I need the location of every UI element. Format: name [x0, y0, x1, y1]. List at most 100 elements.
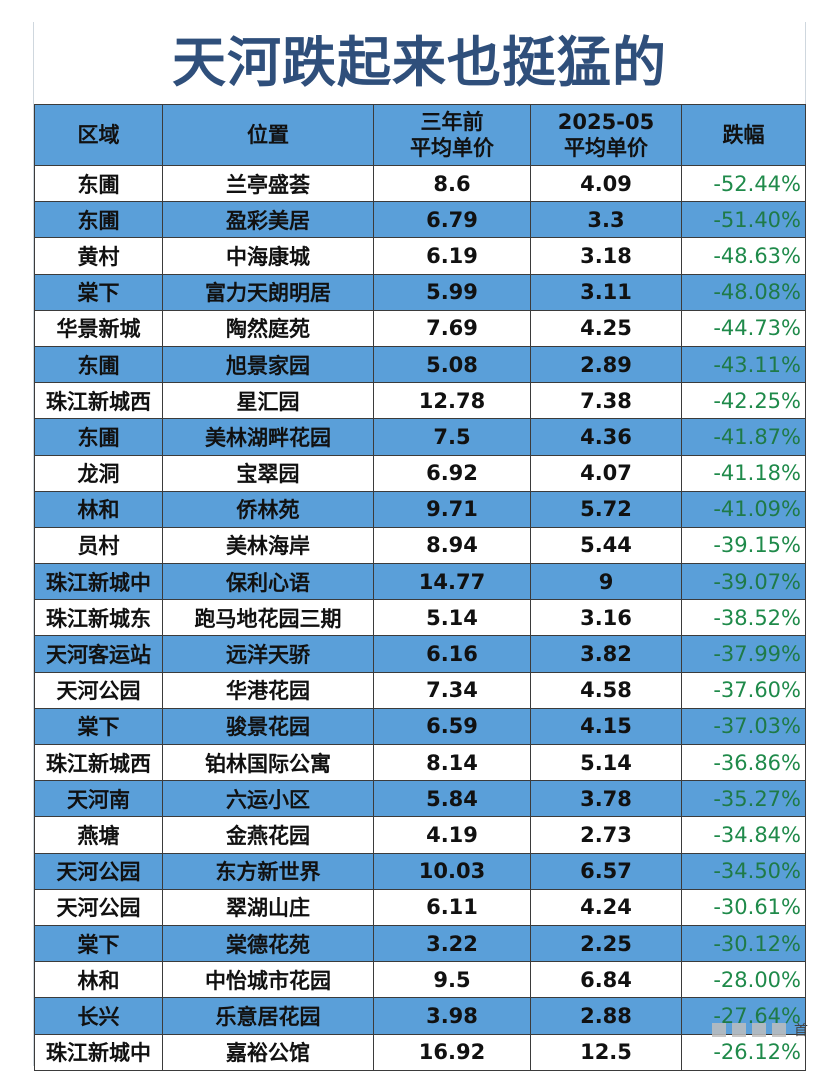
watermark-char: 首: [794, 1020, 808, 1040]
cell-location: 跑马地花园三期: [163, 600, 374, 636]
cell-location: 美林海岸: [163, 527, 374, 563]
cell-area: 林和: [35, 491, 163, 527]
column-header-location: 位置: [163, 105, 374, 166]
cell-new-price: 4.15: [531, 708, 682, 744]
table-row: 长兴 乐意居花园 3.98 2.88 -27.64%: [35, 998, 806, 1034]
cell-location: 美林湖畔花园: [163, 419, 374, 455]
table-row: 东圃 旭景家园 5.08 2.89 -43.11%: [35, 346, 806, 382]
cell-location: 中海康城: [163, 238, 374, 274]
cell-area: 员村: [35, 527, 163, 563]
cell-old-price: 5.14: [374, 600, 531, 636]
cell-new-price: 12.5: [531, 1034, 682, 1070]
cell-location: 嘉裕公馆: [163, 1034, 374, 1070]
cell-change: -48.63%: [682, 238, 806, 274]
cell-old-price: 6.59: [374, 708, 531, 744]
table-row: 珠江新城西 铂林国际公寓 8.14 5.14 -36.86%: [35, 745, 806, 781]
table-row: 棠下 骏景花园 6.59 4.15 -37.03%: [35, 708, 806, 744]
cell-location: 翠湖山庄: [163, 889, 374, 925]
cell-location: 保利心语: [163, 564, 374, 600]
table-body: 东圃 兰亭盛荟 8.6 4.09 -52.44% 东圃 盈彩美居 6.79 3.3 -51.40%…: [35, 166, 806, 1071]
table-row: 燕塘 金燕花园 4.19 2.73 -34.84%: [35, 817, 806, 853]
cell-location: 富力天朗明居: [163, 274, 374, 310]
cell-area: 华景新城: [35, 310, 163, 346]
cell-new-price: 2.73: [531, 817, 682, 853]
cell-old-price: 6.79: [374, 202, 531, 238]
cell-area: 珠江新城中: [35, 1034, 163, 1070]
cell-old-price: 4.19: [374, 817, 531, 853]
cell-change: -44.73%: [682, 310, 806, 346]
cell-new-price: 3.11: [531, 274, 682, 310]
cell-area: 龙洞: [35, 455, 163, 491]
cell-change: -36.86%: [682, 745, 806, 781]
cell-location: 宝翠园: [163, 455, 374, 491]
cell-new-price: 2.25: [531, 925, 682, 961]
table-card: 天河跌起来也挺猛的 区域 位置 三年前 平均单价 2025-05 平均单价 跌幅: [33, 22, 806, 1066]
page-title: 天河跌起来也挺猛的: [34, 22, 805, 104]
cell-change: -28.00%: [682, 962, 806, 998]
cell-area: 天河公园: [35, 672, 163, 708]
cell-old-price: 8.6: [374, 166, 531, 202]
cell-area: 天河公园: [35, 889, 163, 925]
table-row: 珠江新城西 星汇园 12.78 7.38 -42.25%: [35, 383, 806, 419]
cell-change: -37.60%: [682, 672, 806, 708]
cell-old-price: 6.16: [374, 636, 531, 672]
cell-new-price: 3.82: [531, 636, 682, 672]
watermark: 首: [712, 1020, 808, 1040]
cell-area: 天河公园: [35, 853, 163, 889]
cell-new-price: 4.58: [531, 672, 682, 708]
column-header-old-price-line1: 三年前: [374, 109, 530, 135]
cell-area: 棠下: [35, 708, 163, 744]
cell-new-price: 3.18: [531, 238, 682, 274]
cell-change: -37.99%: [682, 636, 806, 672]
cell-change: -52.44%: [682, 166, 806, 202]
cell-area: 棠下: [35, 925, 163, 961]
cell-location: 中怡城市花园: [163, 962, 374, 998]
cell-change: -41.87%: [682, 419, 806, 455]
table-row: 林和 中怡城市花园 9.5 6.84 -28.00%: [35, 962, 806, 998]
cell-location: 兰亭盛荟: [163, 166, 374, 202]
cell-new-price: 6.57: [531, 853, 682, 889]
cell-old-price: 9.71: [374, 491, 531, 527]
cell-location: 乐意居花园: [163, 998, 374, 1034]
cell-old-price: 5.99: [374, 274, 531, 310]
cell-change: -51.40%: [682, 202, 806, 238]
cell-location: 旭景家园: [163, 346, 374, 382]
cell-location: 华港花园: [163, 672, 374, 708]
cell-area: 天河客运站: [35, 636, 163, 672]
table-row: 东圃 兰亭盛荟 8.6 4.09 -52.44%: [35, 166, 806, 202]
cell-area: 黄村: [35, 238, 163, 274]
cell-new-price: 3.78: [531, 781, 682, 817]
table-row: 天河南 六运小区 5.84 3.78 -35.27%: [35, 781, 806, 817]
cell-location: 远洋天骄: [163, 636, 374, 672]
watermark-block-icon: [752, 1023, 766, 1037]
cell-location: 东方新世界: [163, 853, 374, 889]
cell-area: 东圃: [35, 166, 163, 202]
cell-new-price: 2.88: [531, 998, 682, 1034]
cell-old-price: 12.78: [374, 383, 531, 419]
cell-location: 棠德花苑: [163, 925, 374, 961]
cell-change: -43.11%: [682, 346, 806, 382]
cell-old-price: 9.5: [374, 962, 531, 998]
column-header-new-price: 2025-05 平均单价: [531, 105, 682, 166]
cell-change: -41.18%: [682, 455, 806, 491]
table-row: 东圃 美林湖畔花园 7.5 4.36 -41.87%: [35, 419, 806, 455]
cell-area: 林和: [35, 962, 163, 998]
watermark-block-icon: [772, 1023, 786, 1037]
cell-area: 珠江新城东: [35, 600, 163, 636]
cell-old-price: 7.34: [374, 672, 531, 708]
cell-area: 天河南: [35, 781, 163, 817]
cell-location: 陶然庭苑: [163, 310, 374, 346]
cell-change: -42.25%: [682, 383, 806, 419]
table-row: 林和 侨林苑 9.71 5.72 -41.09%: [35, 491, 806, 527]
cell-change: -38.52%: [682, 600, 806, 636]
cell-change: -34.50%: [682, 853, 806, 889]
cell-change: -35.27%: [682, 781, 806, 817]
cell-location: 骏景花园: [163, 708, 374, 744]
column-header-change: 跌幅: [682, 105, 806, 166]
table-row: 珠江新城中 保利心语 14.77 9 -39.07%: [35, 564, 806, 600]
table-row: 珠江新城中 嘉裕公馆 16.92 12.5 -26.12%: [35, 1034, 806, 1070]
cell-new-price: 4.09: [531, 166, 682, 202]
table-row: 棠下 富力天朗明居 5.99 3.11 -48.08%: [35, 274, 806, 310]
cell-change: -34.84%: [682, 817, 806, 853]
cell-area: 珠江新城中: [35, 564, 163, 600]
